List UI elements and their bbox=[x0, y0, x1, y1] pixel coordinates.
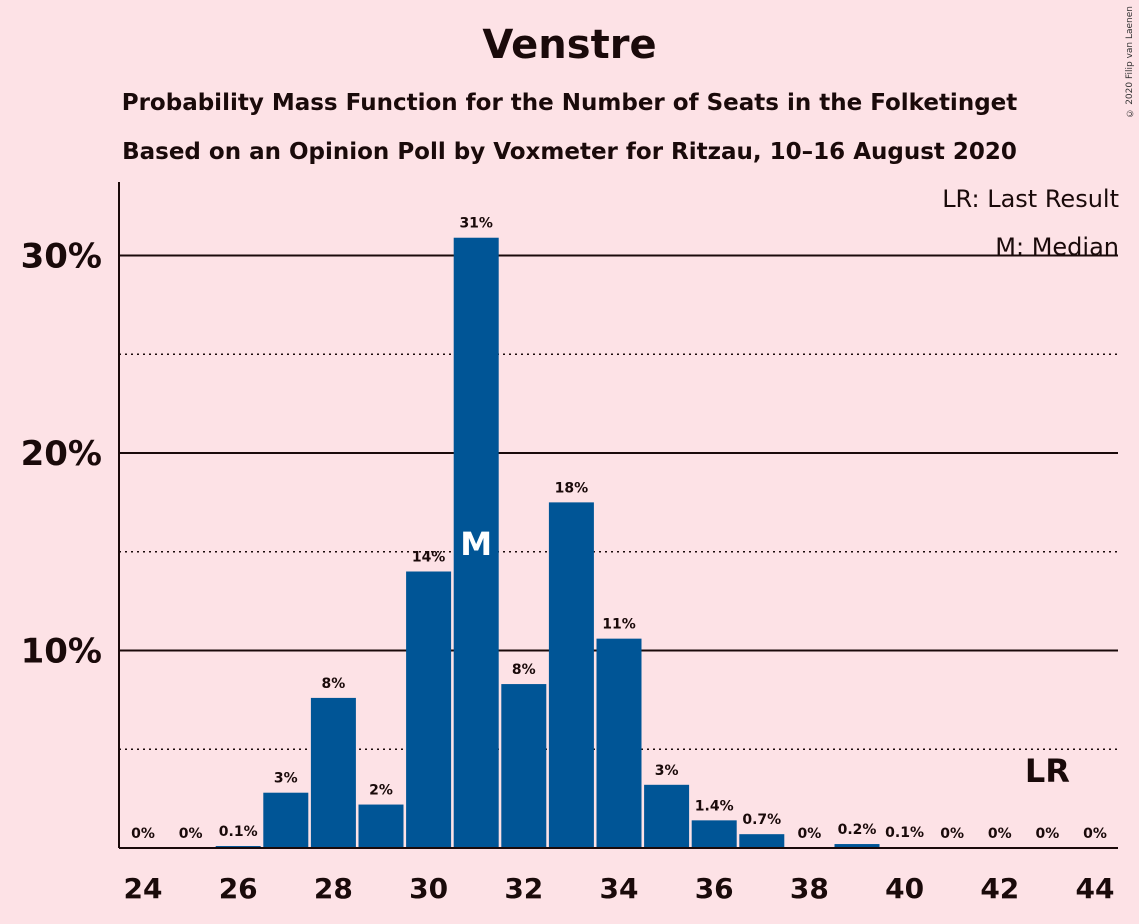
x-tick-label-40: 40 bbox=[885, 872, 924, 905]
last-result-marker: LR bbox=[1025, 752, 1070, 790]
data-label-seat-38: 0% bbox=[798, 826, 822, 842]
bar-seat-30 bbox=[406, 571, 452, 848]
data-label-seat-26: 0.1% bbox=[219, 824, 258, 840]
bar-seat-27 bbox=[263, 792, 309, 848]
data-label-seat-43: 0% bbox=[1036, 826, 1060, 842]
data-label-seat-42: 0% bbox=[988, 826, 1012, 842]
x-tick-label-36: 36 bbox=[695, 872, 734, 905]
chart-subtitle: Probability Mass Function for the Number… bbox=[121, 90, 1018, 116]
chart-subtitle-2: Based on an Opinion Poll by Voxmeter for… bbox=[122, 139, 1017, 165]
data-label-seat-33: 18% bbox=[555, 480, 589, 496]
data-label-seat-36: 1.4% bbox=[695, 798, 734, 814]
data-label-seat-41: 0% bbox=[940, 826, 964, 842]
bar-seat-35 bbox=[644, 784, 690, 848]
x-tick-label-32: 32 bbox=[504, 872, 543, 905]
data-label-seat-35: 3% bbox=[655, 763, 679, 779]
bar-seat-36 bbox=[691, 820, 737, 848]
x-tick-label-28: 28 bbox=[314, 872, 353, 905]
data-label-seat-29: 2% bbox=[369, 783, 393, 799]
data-label-seat-30: 14% bbox=[412, 550, 446, 566]
bar-seat-31 bbox=[453, 237, 499, 849]
x-tick-label-34: 34 bbox=[600, 872, 639, 905]
median-marker: M bbox=[460, 525, 492, 563]
data-label-seat-40: 0.1% bbox=[885, 825, 924, 841]
chart-title: Venstre bbox=[482, 22, 657, 68]
y-tick-label-30: 30% bbox=[21, 237, 102, 277]
bar-seat-28 bbox=[310, 697, 356, 848]
bar-seat-39 bbox=[834, 844, 880, 848]
data-label-seat-32: 8% bbox=[512, 662, 536, 678]
x-tick-label-24: 24 bbox=[124, 872, 163, 905]
data-label-seat-31: 31% bbox=[459, 216, 493, 232]
x-tick-label-30: 30 bbox=[409, 872, 448, 905]
data-label-seat-24: 0% bbox=[131, 826, 155, 842]
y-tick-label-20: 20% bbox=[21, 434, 102, 474]
legend-last-result: LR: Last Result bbox=[942, 185, 1119, 213]
x-tick-label-38: 38 bbox=[790, 872, 829, 905]
bar-seat-37 bbox=[739, 834, 785, 848]
data-label-seat-28: 8% bbox=[322, 676, 346, 692]
x-tick-label-26: 26 bbox=[219, 872, 258, 905]
y-tick-label-10: 10% bbox=[21, 632, 102, 672]
bar-seat-29 bbox=[358, 804, 404, 848]
data-label-seat-27: 3% bbox=[274, 771, 298, 787]
data-label-seat-25: 0% bbox=[179, 826, 203, 842]
x-tick-label-44: 44 bbox=[1076, 872, 1115, 905]
bar-seat-33 bbox=[548, 502, 594, 848]
x-tick-label-42: 42 bbox=[980, 872, 1019, 905]
data-label-seat-37: 0.7% bbox=[742, 812, 781, 828]
bar-seat-34 bbox=[596, 638, 642, 848]
data-label-seat-34: 11% bbox=[602, 617, 636, 633]
data-label-seat-44: 0% bbox=[1083, 826, 1107, 842]
data-label-seat-39: 0.2% bbox=[838, 822, 877, 838]
bar-seat-32 bbox=[501, 684, 547, 848]
